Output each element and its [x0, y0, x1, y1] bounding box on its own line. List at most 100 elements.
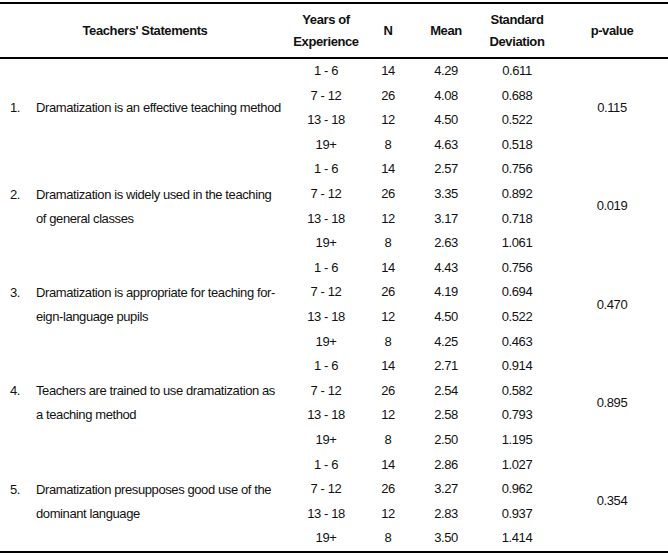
experience-cell: 13 - 18	[290, 403, 362, 428]
header-experience: Years of Experience	[290, 3, 362, 58]
table-row: 2.Dramatization is widely used in the te…	[0, 157, 668, 182]
statement-number: 3.	[0, 281, 36, 305]
p-value-cell: 0.354	[556, 453, 668, 552]
mean-cell: 2.58	[414, 403, 478, 428]
table-row: 5.Dramatization presupposes good use of …	[0, 453, 668, 478]
experience-cell: 7 - 12	[290, 280, 362, 305]
experience-cell: 13 - 18	[290, 305, 362, 330]
mean-cell: 4.50	[414, 305, 478, 330]
sd-cell: 0.694	[478, 280, 556, 305]
header-p-value: p-value	[556, 3, 668, 58]
p-value-cell: 0.895	[556, 354, 668, 452]
n-cell: 26	[362, 84, 414, 109]
p-value-cell: 0.470	[556, 256, 668, 354]
header-experience-line2: Experience	[290, 31, 362, 53]
experience-cell: 7 - 12	[290, 84, 362, 109]
mean-cell: 4.29	[414, 58, 478, 84]
table-header: Teachers' Statements Years of Experience…	[0, 3, 668, 58]
mean-cell: 2.50	[414, 428, 478, 453]
page: Teachers' Statements Years of Experience…	[0, 0, 668, 553]
sd-cell: 0.582	[478, 379, 556, 404]
experience-cell: 19+	[290, 133, 362, 158]
n-cell: 14	[362, 256, 414, 281]
mean-cell: 2.83	[414, 502, 478, 527]
statement-text: Dramatization is widely used in the teac…	[36, 183, 290, 231]
n-cell: 8	[362, 231, 414, 256]
sd-cell: 0.937	[478, 502, 556, 527]
experience-cell: 1 - 6	[290, 157, 362, 182]
header-row: Teachers' Statements Years of Experience…	[0, 3, 668, 58]
mean-cell: 4.19	[414, 280, 478, 305]
experience-cell: 19+	[290, 526, 362, 552]
mean-cell: 2.71	[414, 354, 478, 379]
p-value-cell: 0.115	[556, 58, 668, 157]
n-cell: 8	[362, 330, 414, 355]
statement-text: Dramatization presupposes good use of th…	[36, 478, 290, 526]
n-cell: 12	[362, 207, 414, 232]
n-cell: 8	[362, 526, 414, 552]
mean-cell: 3.35	[414, 182, 478, 207]
sd-cell: 0.463	[478, 330, 556, 355]
sd-cell: 0.962	[478, 477, 556, 502]
statement-cell: 5.Dramatization presupposes good use of …	[0, 453, 290, 552]
experience-cell: 13 - 18	[290, 207, 362, 232]
experience-cell: 1 - 6	[290, 58, 362, 84]
mean-cell: 2.54	[414, 379, 478, 404]
statement-cell: 1.Dramatization is an effective teaching…	[0, 58, 290, 157]
experience-cell: 19+	[290, 428, 362, 453]
n-cell: 26	[362, 477, 414, 502]
header-sd-line1: Standard	[478, 9, 556, 31]
sd-cell: 0.756	[478, 256, 556, 281]
experience-cell: 7 - 12	[290, 182, 362, 207]
sd-cell: 0.793	[478, 403, 556, 428]
n-cell: 26	[362, 280, 414, 305]
experience-cell: 19+	[290, 330, 362, 355]
experience-cell: 19+	[290, 231, 362, 256]
p-value-cell: 0.019	[556, 157, 668, 255]
statistics-table: Teachers' Statements Years of Experience…	[0, 2, 668, 553]
n-cell: 12	[362, 502, 414, 527]
sd-cell: 1.061	[478, 231, 556, 256]
n-cell: 8	[362, 133, 414, 158]
mean-cell: 2.57	[414, 157, 478, 182]
statement-cell: 2.Dramatization is widely used in the te…	[0, 157, 290, 255]
sd-cell: 0.518	[478, 133, 556, 158]
mean-cell: 4.25	[414, 330, 478, 355]
table-row: 1.Dramatization is an effective teaching…	[0, 58, 668, 84]
statement-number: 1.	[0, 96, 36, 120]
header-mean: Mean	[414, 3, 478, 58]
sd-cell: 0.688	[478, 84, 556, 109]
header-statements: Teachers' Statements	[0, 3, 290, 58]
experience-cell: 7 - 12	[290, 477, 362, 502]
sd-cell: 1.195	[478, 428, 556, 453]
experience-cell: 1 - 6	[290, 453, 362, 478]
statement-text: Dramatization is an effective teaching m…	[36, 96, 290, 120]
mean-cell: 2.86	[414, 453, 478, 478]
experience-cell: 1 - 6	[290, 256, 362, 281]
sd-cell: 0.611	[478, 58, 556, 84]
n-cell: 12	[362, 108, 414, 133]
statement-text: Teachers are trained to use dramatizatio…	[36, 379, 290, 427]
mean-cell: 4.50	[414, 108, 478, 133]
statement-text: Dramatization is appropriate for teachin…	[36, 281, 290, 329]
experience-cell: 7 - 12	[290, 379, 362, 404]
n-cell: 26	[362, 379, 414, 404]
n-cell: 14	[362, 354, 414, 379]
n-cell: 26	[362, 182, 414, 207]
mean-cell: 3.17	[414, 207, 478, 232]
header-standard-deviation: Standard Deviation	[478, 3, 556, 58]
sd-cell: 1.027	[478, 453, 556, 478]
mean-cell: 3.27	[414, 477, 478, 502]
n-cell: 14	[362, 58, 414, 84]
sd-cell: 0.914	[478, 354, 556, 379]
n-cell: 12	[362, 305, 414, 330]
header-n: N	[362, 3, 414, 58]
experience-cell: 13 - 18	[290, 502, 362, 527]
header-experience-line1: Years of	[290, 9, 362, 31]
n-cell: 14	[362, 157, 414, 182]
mean-cell: 4.43	[414, 256, 478, 281]
mean-cell: 4.63	[414, 133, 478, 158]
n-cell: 12	[362, 403, 414, 428]
sd-cell: 0.756	[478, 157, 556, 182]
sd-cell: 0.522	[478, 305, 556, 330]
